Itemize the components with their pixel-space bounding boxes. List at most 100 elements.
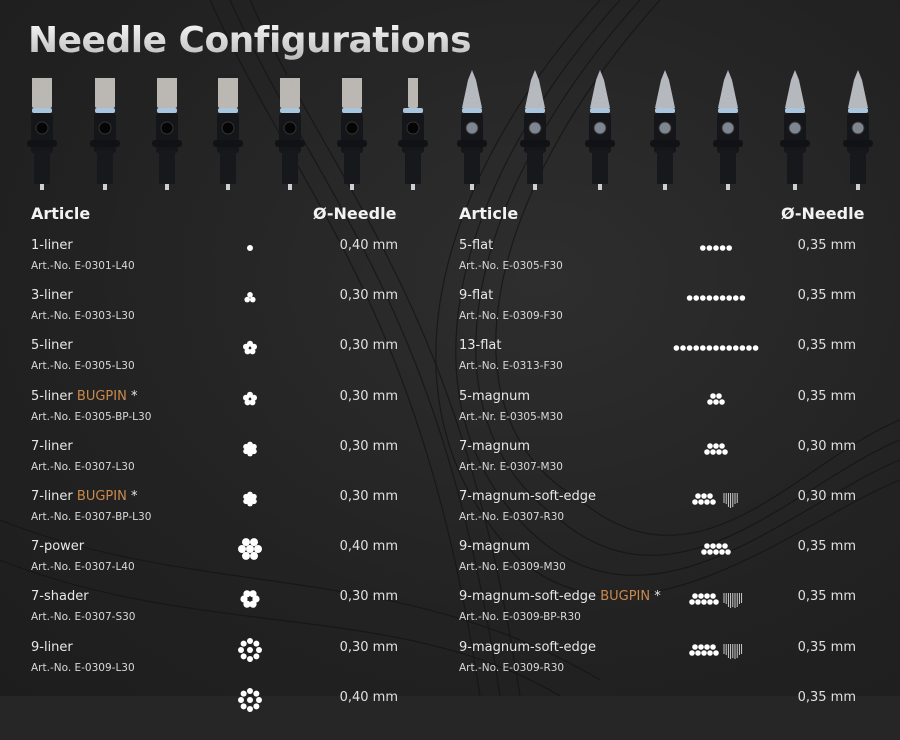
article-name: 7-magnum-soft-edge: [459, 489, 596, 504]
needle--icon: [666, 680, 766, 720]
needle-dot: [243, 600, 251, 609]
needle-diameter: 0,30 mm: [339, 639, 398, 655]
needle-dot: [249, 398, 256, 405]
needle-softedge-7-icon: [692, 493, 738, 508]
article-name: 9-magnum-soft-edge BUGPIN *: [459, 589, 661, 604]
left-table-row: 7-liner Art.-No. E-0307-L30 0,30 mm: [0, 439, 900, 489]
article-name: 5-magnum: [459, 389, 530, 404]
needle-dot: [707, 599, 713, 606]
needle-dot: [243, 344, 250, 351]
round-cartridge-image: [27, 70, 57, 192]
flat-cartridge-image: [457, 70, 487, 192]
article-name-text: 9-flat: [459, 288, 494, 304]
article-name-text: 5-magnum: [459, 388, 530, 404]
needle-dot: [701, 549, 707, 555]
left-table-row: 9-liner Art.-No. E-0309-L30 0,30 mm: [0, 637, 900, 690]
article-name: 9-flat: [459, 288, 493, 303]
needle-dot: [726, 295, 732, 301]
needle-dot: [253, 640, 260, 647]
needle-dot: [250, 344, 257, 351]
article-number: Art.-No. E-0309-M30: [459, 561, 566, 574]
article-name-text: 5-flat: [459, 238, 494, 253]
needle-diameter: 0,30 mm: [339, 288, 398, 304]
needle-dot: [704, 593, 710, 600]
bugpin-label: BUGPIN: [76, 388, 127, 404]
needle-diameter: 0,30 mm: [339, 489, 398, 504]
article-number: Art.-No. E-0309-BP-R30: [459, 611, 581, 624]
needle-dot: [713, 442, 719, 449]
needle-shader-7-icon: [240, 590, 260, 609]
article-number: Art.-No. E-0307-L40: [31, 561, 135, 574]
left-table-row: 1-liner Art.-No. E-0301-L40 0,40 mm: [0, 238, 900, 288]
needle-dot: [244, 348, 251, 355]
needle-dot: [242, 552, 250, 561]
article-number: Art.-No. E-0309-L30: [31, 661, 135, 674]
needle-dot: [722, 543, 728, 549]
round-cartridge-image: [152, 70, 182, 192]
needle-dot: [704, 643, 710, 650]
needle-dot: [692, 593, 698, 600]
article-name-text: 9-magnum-soft-edge: [459, 639, 597, 655]
needle-liner-3-icon: [244, 292, 256, 303]
needle-dot: [707, 549, 713, 555]
needle-dot: [707, 442, 713, 449]
needle-dot: [242, 538, 250, 547]
needle-dot: [739, 295, 746, 301]
needle-dot: [247, 245, 253, 251]
flat-cartridge-image: [843, 70, 873, 192]
article-name: 9-liner: [31, 640, 73, 655]
needle-dot: [240, 595, 248, 603]
left-header-needle: Ø-Needle: [313, 204, 397, 223]
needle-dot: [247, 646, 253, 653]
needle-diameter: 0,35 mm: [797, 288, 856, 304]
needle-dot: [701, 599, 707, 606]
needle-dot: [247, 445, 253, 452]
article-name-text: 7-liner: [31, 489, 73, 504]
needle-diameter: 0,30 mm: [339, 589, 398, 605]
right-table-row: 9-magnum Art.-No. E-0309-M30 0,35 mm: [0, 539, 900, 589]
needle-dot: [707, 649, 713, 656]
needle-magnum-9-icon: [701, 543, 731, 555]
needle-dot: [752, 345, 759, 352]
round-cartridge-image: [275, 70, 305, 192]
article-name: 1-liner: [31, 238, 73, 253]
needle-dot: [704, 499, 710, 505]
article-name: 7-magnum: [459, 439, 530, 454]
needle-dot: [243, 394, 250, 401]
right-table-row: 5-magnum Art.-Nr. E-0305-M30 0,35 mm: [0, 389, 900, 439]
right-table-row: 5-flat Art.-No. E-0305-F30 0,35 mm: [0, 238, 900, 288]
needle-dot: [722, 448, 728, 455]
flat-cartridge-image: [520, 70, 550, 192]
needle-dot: [713, 345, 719, 352]
bugpin-label: BUGPIN: [600, 589, 651, 605]
article-number: Art.-No. E-0303-L30: [31, 310, 135, 323]
needle-dot: [698, 643, 704, 650]
needle-diameter: 0,30 mm: [339, 438, 398, 454]
right-table-row: 7-magnum Art.-Nr. E-0307-M30 0,30 mm: [0, 439, 900, 489]
needle-dot: [240, 652, 247, 659]
article-number: Art.-No. E-0307-R30: [459, 511, 565, 523]
needle-softedge-9-icon: [689, 593, 743, 609]
article-name-text: 9-magnum: [459, 539, 530, 555]
article-name-text: 5-liner: [31, 338, 73, 354]
needle-diameter: 0,40 mm: [339, 539, 398, 555]
article-name-text: 1-liner: [31, 238, 73, 253]
article-name: 5-liner BUGPIN *: [31, 389, 137, 404]
needle-dot: [733, 295, 739, 301]
left-table-row: 3-liner Art.-No. E-0303-L30 0,30 mm: [0, 288, 900, 338]
article-number: Art.-No. E-0301-L40: [31, 260, 135, 272]
article-name: 3-liner: [31, 288, 73, 303]
round-cartridge-image: [337, 70, 367, 192]
needle-dot: [693, 295, 699, 301]
right-table-row: 13-flat Art.-No. E-0313-F30 0,35 mm: [0, 338, 900, 388]
needle-dot: [710, 499, 716, 505]
needle-dot: [247, 292, 253, 298]
needle-dot: [701, 493, 707, 499]
round-cartridge-image: [213, 70, 243, 192]
needle-dot: [247, 687, 253, 694]
needle-dot: [719, 245, 726, 251]
needle-dot: [710, 643, 716, 650]
article-name-text: 3-liner: [31, 288, 73, 304]
needle-liner-5-icon: [243, 391, 257, 405]
needle-magnum-5-icon: [707, 392, 725, 405]
